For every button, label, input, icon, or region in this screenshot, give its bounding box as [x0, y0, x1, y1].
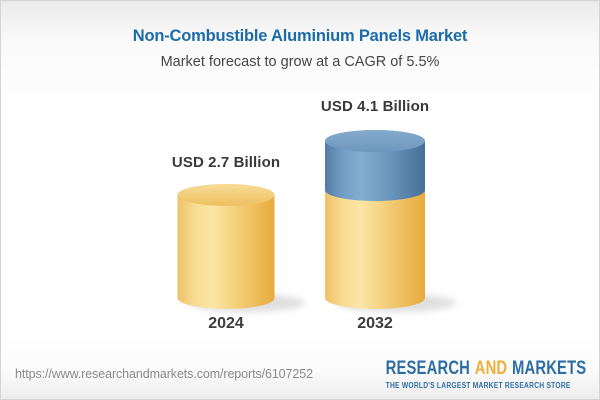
logo-word-and: AND	[474, 357, 507, 379]
cylinder-2032-top	[325, 130, 425, 152]
brand-logo: RESEARCH AND MARKETS THE WORLD'S LARGEST…	[385, 359, 586, 390]
cylinder-2032-base-segment	[325, 179, 425, 309]
footer: https://www.researchandmarkets.com/repor…	[1, 349, 599, 399]
report-url[interactable]: https://www.researchandmarkets.com/repor…	[15, 367, 313, 381]
logo-word-markets: MARKETS	[511, 357, 586, 379]
category-label-2032: 2032	[357, 315, 393, 332]
subtitle: Market forecast to grow at a CAGR of 5.5…	[160, 54, 440, 70]
value-label-2024: USD 2.7 Billion	[171, 154, 281, 171]
page-title: Non-Combustible Aluminium Panels Market	[132, 27, 468, 45]
brand-logo-wordmark: RESEARCH AND MARKETS	[385, 359, 586, 378]
logo-word-research: RESEARCH	[385, 357, 470, 379]
category-label-2024: 2024	[208, 315, 244, 332]
value-label-2032: USD 4.1 Billion	[320, 98, 430, 115]
cylinder-2024-body	[177, 184, 275, 309]
header: Non-Combustible Aluminium Panels Market …	[1, 1, 599, 70]
cylinder-2024-top	[177, 184, 275, 206]
cylinder-chart	[177, 130, 456, 312]
brand-logo-tagline: THE WORLD'S LARGEST MARKET RESEARCH STOR…	[385, 379, 571, 390]
